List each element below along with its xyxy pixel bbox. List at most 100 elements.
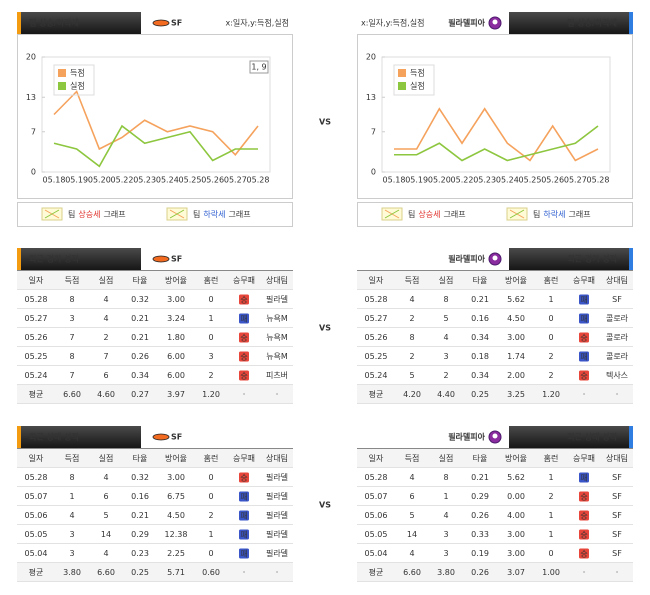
- table-cell: 8: [69, 295, 74, 304]
- y-tick-label: 20: [26, 53, 36, 62]
- y-tick-label: 7: [31, 127, 36, 136]
- result-icon: [239, 472, 249, 483]
- legend-icon-line: [44, 209, 60, 219]
- table-cell: 4: [103, 549, 108, 558]
- table-cell: 콜로라: [606, 333, 629, 342]
- table-cell: 뉴욕M: [266, 314, 288, 323]
- table-cell: 0.25: [471, 390, 489, 399]
- plot-area: [41, 56, 271, 173]
- column-header: 일자: [369, 276, 384, 285]
- table-cell: 3.00: [167, 295, 185, 304]
- table-cell: 0.21: [131, 314, 149, 323]
- table-cell: 6: [103, 371, 108, 380]
- column-header: 일자: [29, 276, 44, 285]
- legend-text: 팀 상승세 그래프: [408, 209, 466, 219]
- column-header: 실점: [439, 275, 454, 285]
- result-icon: [579, 313, 589, 324]
- table-cell: 4.50: [507, 314, 525, 323]
- column-header: 상대팀: [266, 453, 288, 463]
- table-cell: 0.27: [131, 390, 149, 399]
- table-cell: SF: [612, 549, 622, 558]
- result-icon: [579, 294, 589, 305]
- result-text: 승: [580, 550, 587, 559]
- table-cell: 3.07: [507, 568, 525, 577]
- axis-note: x:일자,y:득점,실점: [361, 18, 425, 28]
- table-cell: 피츠버: [266, 370, 288, 380]
- result-text: 패: [240, 511, 247, 521]
- table-cell: 평균: [29, 389, 44, 399]
- table-cell: 4.60: [97, 390, 115, 399]
- table-cell: 7: [69, 371, 74, 380]
- legend-text: 팀 상승세 그래프: [68, 209, 126, 219]
- x-tick-label: 05.28: [587, 176, 610, 185]
- result-text: 승: [240, 296, 247, 305]
- column-header: 방어율: [505, 275, 527, 285]
- table-cell: 0.23: [131, 549, 149, 558]
- legend-text: 팀 하락세 그래프: [193, 209, 251, 219]
- column-header: 득점: [405, 275, 420, 285]
- table-cell: 0.21: [131, 333, 149, 342]
- y-tick-label: 20: [366, 53, 376, 62]
- table-cell: 4: [103, 314, 108, 323]
- table-cell: 05.28: [365, 473, 388, 482]
- x-tick-label: 05.23: [133, 176, 156, 185]
- x-tick-label: 05.19: [405, 176, 428, 185]
- header-stripe: [17, 426, 21, 448]
- table-cell: 0: [548, 549, 553, 558]
- table-cell: 콜로라: [606, 314, 629, 323]
- table-cell: 텍사스: [606, 370, 628, 380]
- table-cell: 0.16: [131, 492, 149, 501]
- table-cell: ·: [583, 568, 586, 577]
- table-cell: 0: [208, 333, 213, 342]
- table-cell: 6: [409, 492, 414, 501]
- table-cell: 0.60: [202, 568, 220, 577]
- legend-label: 득점: [70, 68, 85, 78]
- result-text: 패: [240, 530, 247, 540]
- result-icon: [579, 472, 589, 483]
- header-bar: [17, 248, 141, 270]
- table-cell: 14: [101, 530, 111, 539]
- table-cell: 1.80: [167, 333, 185, 342]
- table-cell: 05.04: [25, 549, 48, 558]
- table-cell: 0.26: [131, 352, 149, 361]
- table-cell: 4: [103, 473, 108, 482]
- y-tick-label: 13: [26, 93, 36, 102]
- table-cell: 5.62: [507, 473, 525, 482]
- table-row: [17, 328, 293, 347]
- table-cell: 7: [103, 352, 108, 361]
- table-cell: 0.33: [471, 530, 489, 539]
- table-cell: 4: [69, 511, 74, 520]
- table-cell: 5: [409, 511, 414, 520]
- table-cell: 4: [443, 511, 448, 520]
- team-logo-inner: [492, 19, 498, 25]
- table-cell: 1.74: [507, 352, 525, 361]
- table-cell: 3: [443, 352, 448, 361]
- table-cell: 3: [443, 549, 448, 558]
- table-cell: 0.16: [471, 314, 489, 323]
- table-cell: 3: [69, 549, 74, 558]
- column-header: 상대팀: [266, 275, 288, 285]
- x-tick-label: 05.20: [428, 176, 451, 185]
- x-tick-label: 05.24: [156, 176, 179, 185]
- annotation: 1, 9: [251, 63, 266, 72]
- table-cell: 6.75: [167, 492, 185, 501]
- table-cell: ·: [616, 568, 619, 577]
- table-cell: 1: [548, 530, 553, 539]
- legend-label: 득점: [410, 68, 425, 78]
- result-icon: [579, 548, 589, 559]
- table-cell: 1: [69, 492, 74, 501]
- table-cell: 2: [103, 333, 108, 342]
- column-header: 승무패: [573, 275, 595, 285]
- table-cell: 05.07: [365, 492, 388, 501]
- table-cell: SF: [612, 492, 622, 501]
- column-header: 실점: [99, 275, 114, 285]
- column-header: 득점: [405, 453, 420, 463]
- x-tick-label: 05.22: [111, 176, 134, 185]
- column-header: 실점: [439, 453, 454, 463]
- column-header: 승무패: [233, 453, 255, 463]
- table-cell: ·: [583, 390, 586, 399]
- table-cell: 0: [548, 314, 553, 323]
- header-stripe: [17, 248, 21, 270]
- legend-box: [53, 64, 95, 96]
- x-tick-label: 05.27: [564, 176, 587, 185]
